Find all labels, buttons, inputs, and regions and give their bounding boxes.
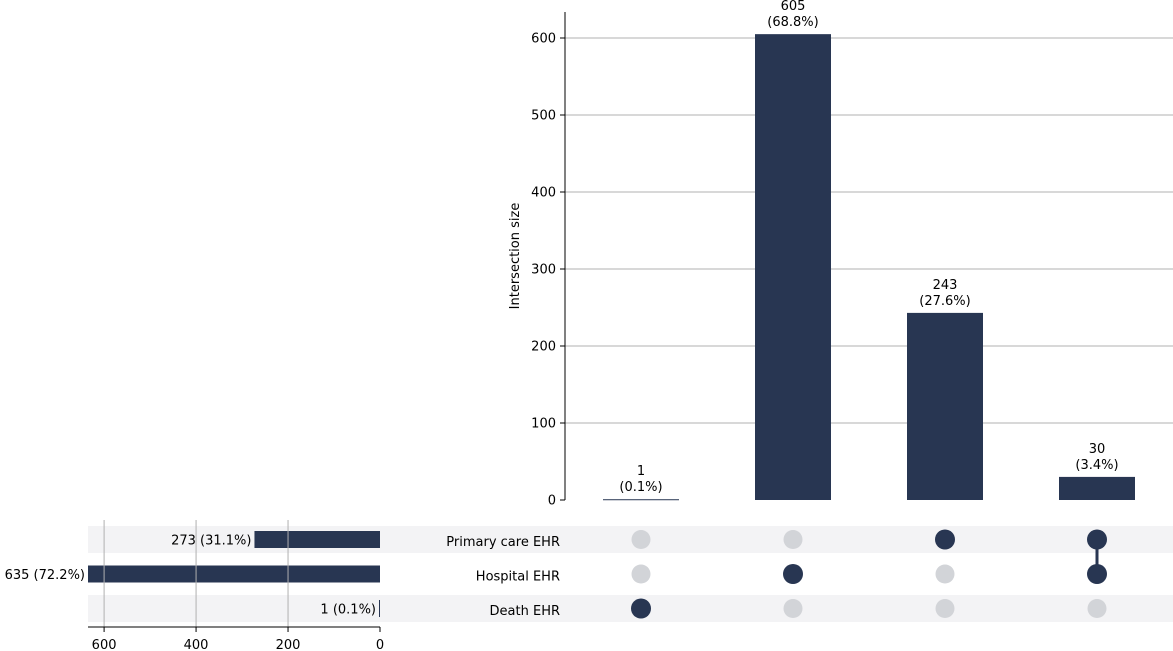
set-size-bar-0 bbox=[254, 531, 380, 548]
matrix-dot-active-3-0 bbox=[1087, 529, 1107, 550]
intersection-count-label-0: 1 bbox=[637, 464, 645, 479]
set-size-bar-1 bbox=[88, 565, 380, 583]
set-size-label-2: 1 (0.1%) bbox=[320, 603, 376, 618]
set-size-bars: 273 (31.1%) 635 (72.2%) 1 (0.1%) bbox=[5, 531, 380, 618]
matrix-dot-inactive-0-1 bbox=[631, 564, 651, 584]
y-tick-label-5: 500 bbox=[531, 109, 556, 124]
set-name-0: Primary care EHR bbox=[446, 535, 560, 550]
set-name-2: Death EHR bbox=[490, 604, 560, 619]
matrix-dot-inactive-2-1 bbox=[935, 564, 955, 584]
intersection-matrix bbox=[631, 529, 1107, 619]
grid-lines bbox=[565, 37, 1173, 424]
set-size-axis: 600 400 200 0 bbox=[88, 520, 384, 651]
set-size-tick-label-0: 600 bbox=[92, 638, 117, 651]
matrix-dot-inactive-3-2 bbox=[1087, 599, 1107, 618]
y-tick-label-3: 300 bbox=[531, 263, 556, 278]
set-size-label-1: 635 (72.2%) bbox=[5, 568, 85, 583]
intersection-bar-0 bbox=[603, 499, 679, 501]
intersection-percent-label-3: (3.4%) bbox=[1075, 458, 1118, 473]
set-size-tick-label-1: 400 bbox=[184, 638, 209, 651]
intersection-count-label-3: 30 bbox=[1089, 442, 1106, 457]
matrix-dot-inactive-1-2 bbox=[783, 599, 803, 618]
intersection-bars: 1(0.1%) 605(68.8%) 243(27.6%) 30(3.4%) bbox=[603, 0, 1135, 501]
matrix-dot-inactive-1-0 bbox=[783, 530, 803, 549]
matrix-dot-inactive-2-2 bbox=[935, 599, 955, 618]
matrix-dot-inactive-0-0 bbox=[631, 530, 651, 549]
y-tick-label-2: 200 bbox=[531, 340, 556, 355]
y-tick-label-1: 100 bbox=[531, 417, 556, 432]
y-axis: 0 100 200 300 400 500 600 bbox=[531, 12, 566, 509]
set-name-labels: Primary care EHR Hospital EHR Death EHR bbox=[446, 535, 560, 619]
intersection-bar-2 bbox=[907, 312, 983, 500]
intersection-count-label-1: 605 bbox=[781, 0, 806, 14]
set-name-1: Hospital EHR bbox=[476, 570, 560, 585]
set-size-tick-label-2: 200 bbox=[276, 638, 301, 651]
matrix-dot-active-3-1 bbox=[1087, 564, 1107, 584]
row-stripe-2 bbox=[88, 595, 1173, 622]
y-tick-label-6: 600 bbox=[531, 32, 556, 47]
matrix-dot-active-0-2 bbox=[631, 598, 651, 619]
y-tick-label-0: 0 bbox=[548, 494, 556, 509]
set-size-label-0: 273 (31.1%) bbox=[171, 534, 251, 549]
matrix-row-stripes bbox=[88, 526, 1173, 622]
matrix-dot-active-1-1 bbox=[783, 564, 803, 584]
set-size-bar-2 bbox=[379, 600, 380, 617]
intersection-percent-label-1: (68.8%) bbox=[767, 15, 818, 30]
intersection-bar-3 bbox=[1059, 476, 1135, 500]
intersection-percent-label-0: (0.1%) bbox=[619, 480, 662, 495]
intersection-count-label-2: 243 bbox=[933, 278, 958, 293]
intersection-percent-label-2: (27.6%) bbox=[919, 294, 970, 309]
y-axis-label: Intersection size bbox=[508, 203, 523, 310]
set-size-tick-label-3: 0 bbox=[376, 638, 384, 651]
matrix-dot-active-2-0 bbox=[935, 529, 955, 550]
intersection-bar-1 bbox=[755, 34, 831, 501]
y-tick-label-4: 400 bbox=[531, 186, 556, 201]
